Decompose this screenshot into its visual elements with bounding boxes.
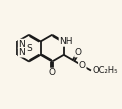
Text: O: O — [48, 68, 55, 77]
Text: N: N — [19, 39, 25, 49]
Text: N: N — [19, 48, 25, 57]
Text: OC₂H₅: OC₂H₅ — [93, 66, 118, 75]
Text: NH: NH — [59, 37, 73, 46]
Text: O: O — [79, 61, 86, 70]
Text: O: O — [75, 48, 82, 57]
Text: S: S — [26, 44, 32, 53]
